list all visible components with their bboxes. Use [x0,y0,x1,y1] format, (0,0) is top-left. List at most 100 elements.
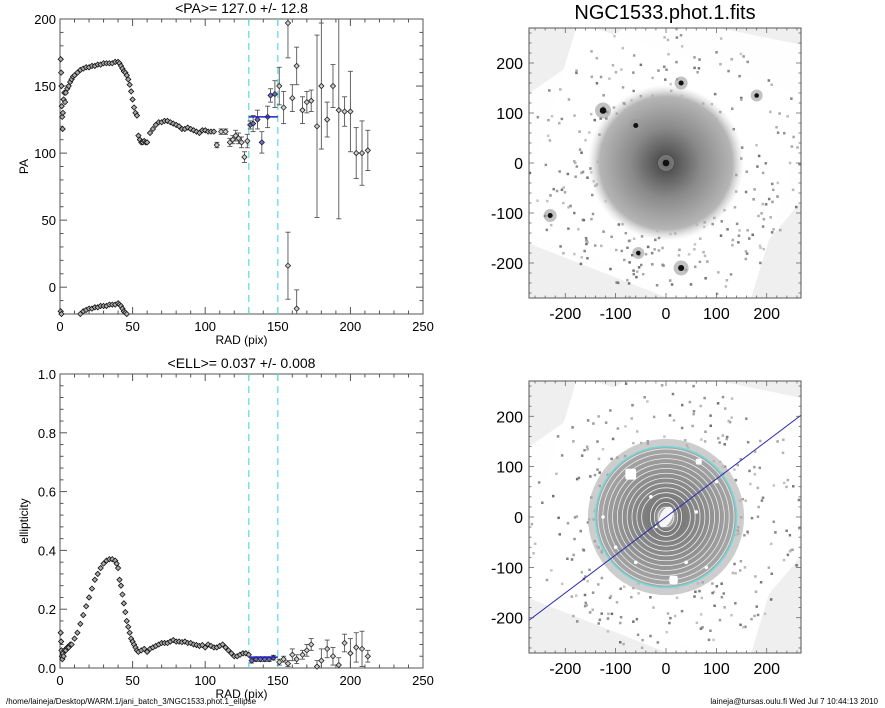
x-tick-label: 200 [340,673,362,688]
noise-pixel [586,419,590,422]
noise-pixel [759,439,762,443]
data-point [119,591,126,598]
data-point [313,123,321,130]
noise-pixel [666,38,670,42]
data-point [289,651,296,658]
noise-pixel [526,174,529,177]
noise-pixel [569,204,572,208]
noise-pixel [739,458,743,461]
noise-pixel [701,626,704,629]
x-tick-label: 0 [56,673,63,688]
noise-pixel [585,242,588,246]
y-tick-label: -100 [491,560,523,577]
noise-pixel [560,188,564,192]
noise-pixel [762,217,766,221]
noise-pixel [712,590,716,594]
y-tick-label: 0 [514,510,523,527]
image-area [529,381,801,653]
noise-pixel [750,516,754,520]
noise-pixel [801,153,804,156]
star [635,250,641,256]
noise-pixel [622,642,625,646]
y-tick-label: 0.6 [38,485,56,500]
data-point [141,645,148,653]
data-point [324,116,331,123]
noise-pixel [739,559,743,563]
noise-pixel [643,396,646,399]
masked-object [601,515,605,519]
plot-title: <ELL>= 0.037 +/- 0.008 [168,355,316,371]
noise-pixel [776,195,779,198]
noise-pixel [709,414,712,417]
noise-pixel [580,151,583,154]
masked-object [695,458,702,465]
noise-pixel [723,443,726,446]
data-point [77,620,84,628]
y-tick-label: -200 [491,611,523,628]
noise-pixel [584,601,588,605]
noise-pixel [700,596,704,600]
noise-pixel [626,246,629,250]
noise-pixel [624,425,627,428]
noise-pixel [734,478,738,482]
noise-pixel [698,589,701,593]
noise-pixel [769,598,773,601]
noise-pixel [786,115,789,118]
noise-pixel [703,440,707,443]
noise-pixel [790,145,794,148]
data-point [241,153,248,161]
noise-pixel [736,463,740,467]
noise-pixel [651,263,654,266]
noise-pixel [585,445,589,448]
noise-pixel [720,220,724,223]
noise-pixel [692,384,695,388]
noise-pixel [795,205,798,209]
noise-pixel [756,613,760,617]
noise-pixel [600,244,603,248]
noise-pixel [635,617,639,621]
noise-pixel [746,60,749,64]
ellipticity-vs-radius-plot: <ELL>= 0.037 +/- 0.008 0 50 100 150 200 250 0.0… [17,355,434,701]
data-point [68,641,75,648]
noise-pixel [583,593,587,597]
noise-pixel [570,558,574,561]
noise-pixel [742,55,745,58]
fit-data-point [258,139,265,146]
noise-pixel [567,227,570,230]
noise-pixel [721,395,725,399]
noise-pixel [635,275,638,279]
noise-pixel [536,115,540,119]
noise-pixel [573,252,576,256]
noise-pixel [733,562,736,566]
masked-object [625,468,637,480]
data-point [347,650,354,657]
noise-pixel [723,606,726,609]
data-point [122,608,129,616]
noise-pixel [717,437,720,440]
noise-pixel [724,407,727,410]
data-point [80,611,87,619]
noise-pixel [725,279,729,282]
noise-pixel [782,438,785,441]
noise-pixel [709,629,712,632]
isophote-ellipse [616,467,716,567]
noise-pixel [753,473,757,476]
image-area [526,28,804,298]
noise-pixel [558,533,561,536]
noise-pixel [624,231,628,235]
plot-frame [59,373,424,669]
noise-pixel [798,162,801,166]
noise-pixel [786,478,790,482]
noise-pixel [636,633,640,637]
data-point [213,141,220,149]
y-tick-label: -100 [491,206,523,223]
galaxy-isophote-panel: -200 -200 -100 -100 0 0 100 100 200 200 [491,380,802,678]
noise-pixel [718,441,721,444]
noise-pixel [760,499,764,502]
noise-pixel [548,89,551,92]
noise-pixel [600,612,603,615]
noise-pixel [661,263,664,267]
noise-pixel [646,245,650,249]
x-tick-label: 100 [194,319,216,334]
data-point [347,108,354,115]
